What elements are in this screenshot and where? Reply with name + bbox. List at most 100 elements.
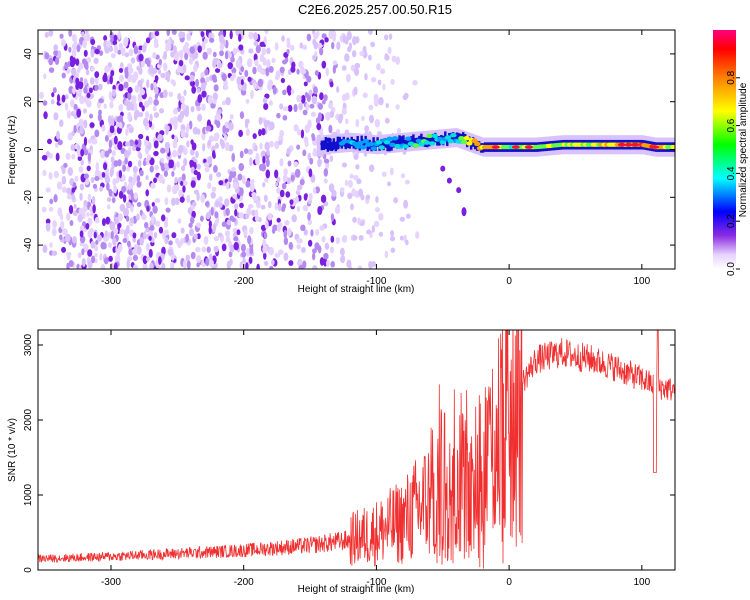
spectrogram-noise-cell: [389, 167, 394, 176]
spectrogram-noise-cell: [229, 215, 235, 222]
spectrogram-noise-cell: [319, 225, 325, 231]
spectrogram-noise-cell: [122, 194, 127, 203]
spectrogram-carrier-cell: [354, 144, 362, 149]
spectrogram-noise-cell: [132, 232, 137, 239]
spectrogram-noise-cell: [215, 171, 222, 178]
spectrogram-noise-cell: [241, 251, 247, 258]
spectrogram-noise-cell: [89, 122, 95, 129]
spectrogram-noise-cell: [296, 237, 302, 244]
spectrogram-noise-cell: [258, 116, 263, 125]
spectrogram-carrier-cell: [324, 137, 328, 147]
spectrogram-noise-cell: [337, 114, 343, 124]
spectrogram-noise-cell: [153, 112, 160, 118]
spectrogram-noise-cell: [200, 77, 206, 84]
spectrogram-noise-cell: [212, 223, 217, 233]
spectrogram-noise-cell: [90, 39, 96, 45]
spectrogram-noise-cell: [54, 142, 59, 148]
spectrogram-noise-cell: [189, 46, 195, 54]
spectrogram-noise-cell: [330, 213, 335, 222]
spectrogram-noise-cell: [200, 215, 204, 222]
spectrogram-noise-cell: [73, 124, 77, 134]
spectrogram-noise-cell: [313, 86, 318, 95]
spectrogram-carrier-cell: [474, 141, 481, 147]
spectrogram-noise-cell: [71, 68, 77, 77]
spectrogram-noise-cell: [71, 153, 76, 160]
spectrogram-noise-cell: [158, 226, 164, 234]
spectrogram-noise-cell: [133, 192, 139, 200]
spectrogram-noise-cell: [90, 66, 96, 72]
spectrogram-noise-cell: [113, 262, 118, 269]
spectrogram-noise-cell: [378, 212, 384, 221]
spectrogram-noise-cell: [75, 58, 80, 66]
spectrogram-noise-cell: [91, 138, 96, 145]
y-tick-label: 3000: [23, 333, 34, 356]
spectrogram-noise-cell: [123, 229, 128, 238]
spectrogram-noise-cell: [108, 255, 113, 262]
spectrogram-noise-cell: [263, 35, 267, 45]
spectrogram-noise-cell: [268, 140, 274, 148]
spectrogram-noise-cell: [373, 93, 379, 102]
spectrogram-noise-cell: [224, 50, 229, 60]
spectrogram-carrier-cell: [375, 140, 383, 145]
spectrogram-noise-cell: [221, 73, 227, 82]
spectrogram-noise-cell: [188, 228, 195, 237]
spectrogram-noise-cell: [171, 197, 176, 207]
spectrogram-noise-cell: [80, 148, 85, 157]
spectrogram-noise-cell: [164, 237, 169, 245]
spectrogram-carrier-cell: [333, 145, 340, 150]
spectrogram-noise-cell: [123, 149, 130, 159]
spectrogram-carrier-cell: [332, 138, 336, 148]
spectrogram-noise-cell: [163, 170, 169, 177]
spectrogram-noise-cell: [71, 193, 75, 201]
spectrogram-noise-cell: [202, 51, 208, 60]
spectrogram-noise-cell: [150, 214, 155, 224]
spectrogram-noise-cell: [171, 30, 177, 35]
spectrogram-noise-cell: [339, 187, 345, 193]
spectrogram-noise-cell: [244, 118, 250, 124]
spectrogram-noise-cell: [66, 252, 71, 261]
spectrogram-noise-cell: [267, 82, 273, 91]
spectrogram-noise-cell: [45, 222, 51, 232]
spectrogram-noise-cell: [83, 108, 87, 114]
spectrogram-noise-cell: [48, 30, 54, 37]
spectrogram-noise-cell: [323, 158, 330, 164]
spectrogram-noise-cell: [344, 53, 350, 62]
colorbar-tick-label: 0.2: [726, 214, 737, 228]
spectrogram-noise-cell: [371, 77, 376, 83]
spectrogram-noise-cell: [138, 133, 144, 140]
spectrogram-noise-cell: [42, 100, 48, 106]
spectrogram-noise-cell: [47, 138, 52, 145]
spectrogram-noise-cell: [109, 221, 116, 231]
spectrogram-noise-cell: [101, 171, 106, 178]
colorbar-tick-label: 0.4: [726, 166, 737, 180]
spectrogram-noise-cell: [218, 202, 223, 209]
spectrogram-noise-cell: [169, 159, 175, 169]
spectrogram-noise-cell: [264, 30, 269, 35]
colorbar-tick-label: 0.8: [726, 70, 737, 84]
spectrogram-noise-cell: [183, 180, 188, 186]
y-tick-label: 20: [23, 96, 34, 108]
spectrogram-noise-cell: [68, 46, 72, 53]
spectrogram-noise-cell: [332, 64, 337, 74]
spectrogram-noise-cell: [79, 192, 83, 201]
spectrogram-noise-cell: [274, 181, 279, 187]
spectrogram-noise-cell: [211, 150, 216, 159]
spectrogram-noise-cell: [98, 109, 102, 116]
spectrogram-noise-cell: [131, 178, 136, 186]
spectrogram-noise-cell: [214, 142, 220, 149]
spectrogram-carrier-cell: [455, 139, 462, 144]
spectrogram-noise-cell: [173, 107, 179, 115]
spectrogram-noise-cell: [384, 250, 389, 259]
spectrogram-noise-cell: [197, 45, 202, 53]
figure-title: C2E6.2025.257.00.50.R15: [298, 2, 452, 17]
spectrogram-noise-cell: [105, 40, 112, 48]
spectrogram-noise-cell: [109, 75, 113, 85]
spectrogram-noise-cell: [85, 69, 90, 76]
spectrogram-noise-cell: [60, 220, 65, 230]
spectrogram-noise-cell: [103, 242, 107, 250]
spectrogram-carrier-cell: [356, 136, 359, 146]
spectrogram-noise-cell: [240, 243, 246, 253]
spectrogram-noise-cell: [83, 243, 89, 253]
spectrogram-noise-cell: [187, 30, 193, 34]
spectrogram-noise-cell: [132, 264, 138, 269]
